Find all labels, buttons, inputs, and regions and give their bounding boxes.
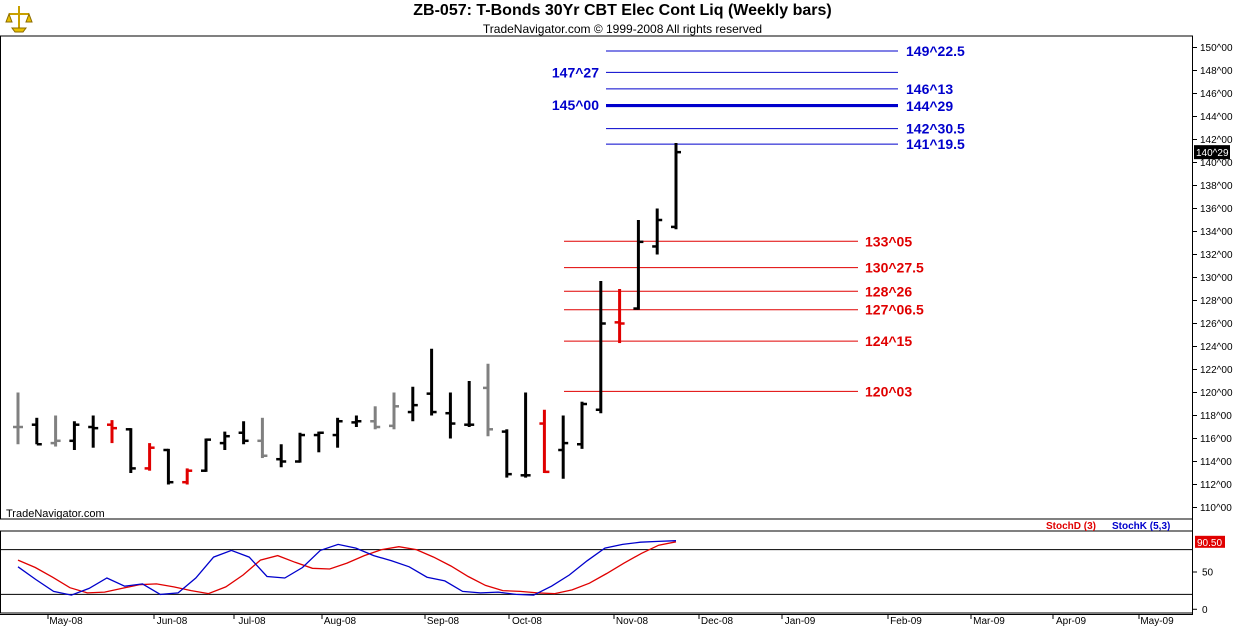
stochastic-panel [0, 530, 1193, 614]
price-tick-label: 140^00 [1200, 158, 1233, 169]
price-tick-label: 118^00 [1200, 411, 1232, 422]
level-label: 147^27 [552, 64, 599, 80]
price-tick-label: 144^00 [1200, 112, 1233, 123]
date-tick-label: Jun-08 [157, 616, 188, 627]
price-tick-label: 124^00 [1200, 342, 1233, 353]
date-tick-label: May-09 [1140, 616, 1174, 627]
date-tick-label: Jan-09 [785, 616, 816, 627]
stoch-series-line [17, 541, 677, 595]
price-tick-label: 126^00 [1200, 319, 1233, 330]
price-tick-label: 138^00 [1200, 181, 1233, 192]
level-label: 141^19.5 [906, 136, 965, 152]
price-tick-label: 122^00 [1200, 365, 1233, 376]
level-label: 133^05 [865, 233, 912, 249]
price-panel [0, 35, 1193, 520]
level-label: 142^30.5 [906, 121, 965, 137]
date-tick-label: Mar-09 [973, 616, 1005, 627]
stoch-last-label: 90.50 [1197, 538, 1222, 549]
chart-title: ZB-057: T-Bonds 30Yr CBT Elec Cont Liq (… [413, 2, 832, 19]
price-tick-label: 150^00 [1200, 43, 1233, 54]
price-tick-label: 120^00 [1200, 388, 1233, 399]
level-label: 127^06.5 [865, 302, 924, 318]
price-tick-label: 116^00 [1200, 434, 1232, 445]
price-tick-label: 112^00 [1200, 480, 1232, 491]
price-tick-label: 136^00 [1200, 204, 1233, 215]
stoch-tick-label: 0 [1202, 605, 1208, 616]
date-tick-label: Dec-08 [701, 616, 734, 627]
price-tick-label: 132^00 [1200, 250, 1233, 261]
level-label: 146^13 [906, 81, 953, 97]
date-tick-label: Sep-08 [427, 616, 460, 627]
chart-copyright: TradeNavigator.com © 1999-2008 All right… [482, 22, 763, 36]
level-label: 130^27.5 [865, 260, 924, 276]
date-tick-label: Apr-09 [1056, 616, 1086, 627]
last-price-label: 140^29 [1196, 148, 1229, 159]
trade-navigator-logo-icon [4, 4, 34, 39]
level-label: 128^26 [865, 283, 912, 299]
price-tick-label: 114^00 [1200, 457, 1232, 468]
level-label: 144^29 [906, 98, 953, 114]
price-tick-label: 134^00 [1200, 227, 1233, 238]
last-price-badge [1194, 145, 1230, 160]
price-tick-label: 148^00 [1200, 66, 1233, 77]
date-tick-label: May-08 [49, 616, 83, 627]
price-tick-label: 142^00 [1200, 135, 1233, 146]
price-tick-label: 146^00 [1200, 89, 1233, 100]
date-tick-label: Aug-08 [324, 616, 357, 627]
price-tick-label: 130^00 [1200, 273, 1233, 284]
date-tick-label: Jul-08 [238, 616, 266, 627]
stoch-tick-label: 50 [1202, 568, 1214, 579]
stoch-last-badge [1195, 535, 1225, 548]
date-tick-label: Nov-08 [616, 616, 649, 627]
stoch-series-line [17, 540, 677, 596]
legend-stochd: StochD (3) [1046, 521, 1096, 532]
level-label: 120^03 [865, 383, 912, 399]
price-tick-label: 128^00 [1200, 296, 1233, 307]
level-label: 145^00 [552, 97, 599, 113]
date-tick-label: Feb-09 [890, 616, 922, 627]
level-label: 124^15 [865, 333, 912, 349]
date-tick-label: Oct-08 [512, 616, 542, 627]
watermark-text: TradeNavigator.com [6, 508, 105, 520]
price-tick-label: 110^00 [1200, 503, 1232, 514]
legend-stochk: StochK (5,3) [1112, 521, 1171, 532]
level-label: 149^22.5 [906, 43, 965, 59]
